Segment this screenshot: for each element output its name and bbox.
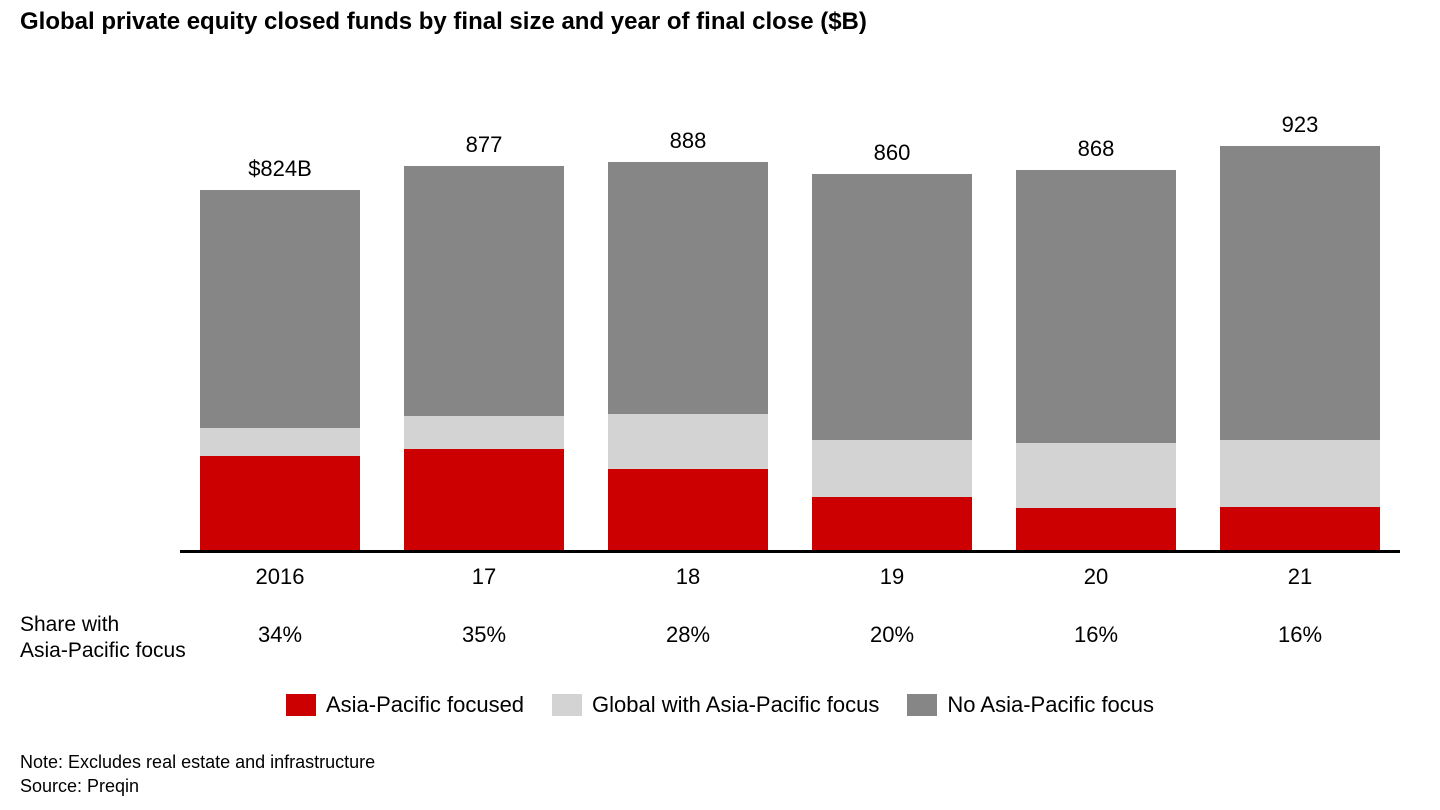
bar-segment-no_asia_pacific_focus (608, 162, 768, 415)
bar-total-label: 860 (812, 140, 972, 166)
x-axis-year-label: 17 (404, 564, 564, 590)
share-percent-label: 34% (200, 622, 360, 648)
bar-segment-global_with_asia_pacific (404, 416, 564, 450)
x-axis-year-label: 2016 (200, 564, 360, 590)
x-axis-year-label: 19 (812, 564, 972, 590)
bar-2016: $824B (200, 190, 360, 551)
x-axis-year-label: 20 (1016, 564, 1176, 590)
share-percent-label: 16% (1220, 622, 1380, 648)
bar-segment-global_with_asia_pacific (812, 440, 972, 497)
bar-segment-no_asia_pacific_focus (1220, 146, 1380, 440)
share-percent-label: 35% (404, 622, 564, 648)
legend-item: No Asia-Pacific focus (907, 692, 1154, 718)
bar-segment-no_asia_pacific_focus (404, 166, 564, 415)
bar-total-label: $824B (200, 156, 360, 182)
bar-segment-asia_pacific_focused (1220, 507, 1380, 550)
bar-total-label: 877 (404, 132, 564, 158)
legend-swatch (907, 694, 937, 716)
bar-segment-asia_pacific_focused (404, 449, 564, 550)
bar-19: 860 (812, 174, 972, 550)
bar-21: 923 (1220, 146, 1380, 550)
share-label-line1: Share with (20, 613, 119, 636)
bar-total-label: 923 (1220, 112, 1380, 138)
share-label-line2: Asia-Pacific focus (20, 639, 186, 662)
bar-segment-asia_pacific_focused (608, 469, 768, 550)
legend-item: Asia-Pacific focused (286, 692, 524, 718)
legend-swatch (552, 694, 582, 716)
chart-title: Global private equity closed funds by fi… (20, 8, 867, 36)
bar-segment-global_with_asia_pacific (200, 428, 360, 456)
bar-segment-asia_pacific_focused (812, 497, 972, 550)
bar-segment-global_with_asia_pacific (1016, 443, 1176, 509)
bar-total-label: 868 (1016, 136, 1176, 162)
bar-segment-no_asia_pacific_focus (812, 174, 972, 440)
legend-swatch (286, 694, 316, 716)
bar-segment-global_with_asia_pacific (1220, 440, 1380, 507)
bar-total-label: 888 (608, 128, 768, 154)
bar-20: 868 (1016, 170, 1176, 550)
chart-source: Source: Preqin (20, 776, 139, 797)
share-percent-label: 16% (1016, 622, 1176, 648)
bar-17: 877 (404, 166, 564, 550)
stacked-bar-chart: $824B 877 888 860 868 923 (180, 130, 1400, 553)
bar-segment-global_with_asia_pacific (608, 414, 768, 469)
chart-legend: Asia-Pacific focused Global with Asia-Pac… (0, 692, 1440, 722)
x-axis-year-label: 21 (1220, 564, 1380, 590)
bar-segment-asia_pacific_focused (1016, 508, 1176, 550)
legend-label: Asia-Pacific focused (326, 692, 524, 718)
legend-item: Global with Asia-Pacific focus (552, 692, 879, 718)
bar-segment-asia_pacific_focused (200, 456, 360, 550)
legend-label: Global with Asia-Pacific focus (592, 692, 879, 718)
x-axis-year-label: 18 (608, 564, 768, 590)
bar-segment-no_asia_pacific_focus (200, 190, 360, 428)
share-percent-label: 20% (812, 622, 972, 648)
chart-note: Note: Excludes real estate and infrastru… (20, 752, 375, 773)
chart-page: Global private equity closed funds by fi… (0, 0, 1440, 810)
bar-segment-no_asia_pacific_focus (1016, 170, 1176, 443)
bar-18: 888 (608, 162, 768, 551)
share-row-label: Share with Asia-Pacific focus (20, 612, 200, 665)
legend-label: No Asia-Pacific focus (947, 692, 1154, 718)
share-percent-label: 28% (608, 622, 768, 648)
